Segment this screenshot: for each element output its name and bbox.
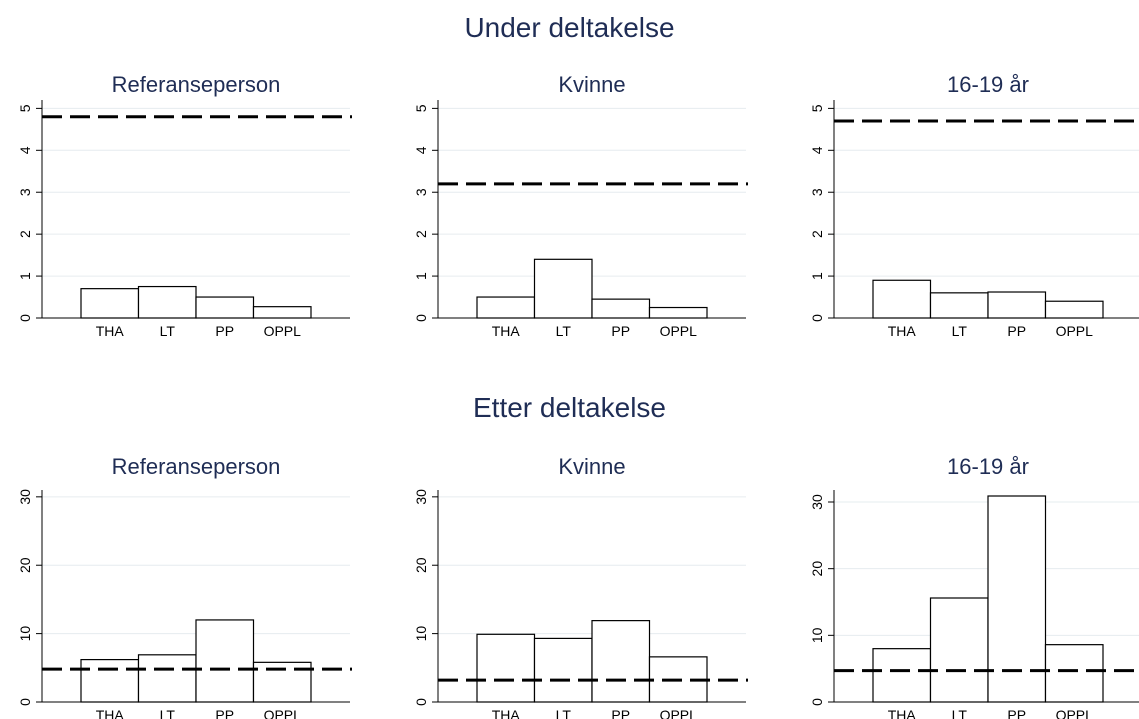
category-label-2-2: PP [1007, 323, 1026, 339]
bar-0-3 [252, 306, 312, 319]
category-label-1-2: PP [611, 323, 630, 339]
y-tick-label-4-0: 0 [413, 698, 429, 706]
bar-2-2 [987, 291, 1047, 319]
y-tick-label-5-1: 10 [809, 627, 825, 643]
y-tick-label-3-0: 0 [17, 698, 33, 706]
category-label-5-0: THA [888, 707, 917, 719]
category-label-0-1: LT [160, 323, 176, 339]
category-label-1-0: THA [492, 323, 521, 339]
bar-5-0 [872, 648, 932, 703]
bar-5-1 [929, 597, 989, 703]
category-label-2-0: THA [888, 323, 917, 339]
panel-title-2: 16-19 år [947, 72, 1029, 97]
y-tick-label-0-3: 3 [17, 188, 33, 196]
category-label-2-3: OPPL [1056, 323, 1094, 339]
y-tick-label-3-3: 30 [17, 489, 33, 505]
y-tick-label-1-0: 0 [413, 314, 429, 322]
bar-1-1 [533, 258, 593, 319]
y-tick-label-1-5: 5 [413, 104, 429, 112]
bar-4-0 [476, 633, 536, 703]
y-tick-label-4-1: 10 [413, 626, 429, 642]
bar-1-2 [591, 298, 651, 319]
category-label-5-2: PP [1007, 707, 1026, 719]
y-tick-label-5-3: 30 [809, 494, 825, 510]
category-label-5-1: LT [952, 707, 968, 719]
panel-title-5: 16-19 år [947, 454, 1029, 479]
category-label-3-3: OPPL [264, 707, 302, 719]
y-tick-label-0-0: 0 [17, 314, 33, 322]
y-tick-label-2-1: 1 [809, 272, 825, 280]
y-tick-label-4-3: 30 [413, 489, 429, 505]
panel-title-1: Kvinne [558, 72, 626, 97]
panel-title-4: Kvinne [558, 454, 626, 479]
y-tick-label-1-1: 1 [413, 272, 429, 280]
y-tick-label-4-2: 20 [413, 557, 429, 573]
y-tick-label-3-1: 10 [17, 626, 33, 642]
y-tick-label-1-3: 3 [413, 188, 429, 196]
y-tick-label-5-2: 20 [809, 561, 825, 577]
category-label-4-2: PP [611, 707, 630, 719]
y-tick-label-0-1: 1 [17, 272, 33, 280]
y-tick-label-2-2: 2 [809, 230, 825, 238]
bar-1-3 [648, 306, 708, 319]
bar-4-1 [533, 637, 593, 703]
bar-5-3 [1044, 644, 1104, 703]
y-tick-label-2-0: 0 [809, 314, 825, 322]
category-label-1-1: LT [556, 323, 572, 339]
category-label-0-2: PP [215, 323, 234, 339]
category-label-3-1: LT [160, 707, 176, 719]
y-tick-label-2-3: 3 [809, 188, 825, 196]
panel-title-0: Referanseperson [111, 72, 281, 97]
bar-0-0 [80, 288, 140, 319]
y-tick-label-0-4: 4 [17, 146, 33, 154]
bar-5-2 [987, 495, 1047, 703]
bar-0-1 [137, 285, 197, 319]
bar-3-0 [80, 658, 140, 703]
category-label-0-3: OPPL [264, 323, 302, 339]
y-tick-label-2-4: 4 [809, 146, 825, 154]
y-tick-label-1-4: 4 [413, 146, 429, 154]
y-tick-label-5-0: 0 [809, 698, 825, 706]
bar-2-3 [1044, 300, 1104, 319]
y-tick-label-3-2: 20 [17, 557, 33, 573]
category-label-4-3: OPPL [660, 707, 698, 719]
bar-2-0 [872, 279, 932, 319]
y-tick-label-0-2: 2 [17, 230, 33, 238]
category-label-4-1: LT [556, 707, 572, 719]
bar-1-0 [476, 296, 536, 319]
category-label-4-0: THA [492, 707, 521, 719]
category-label-2-1: LT [952, 323, 968, 339]
y-tick-label-1-2: 2 [413, 230, 429, 238]
bar-0-2 [195, 296, 255, 319]
y-tick-label-0-5: 5 [17, 104, 33, 112]
category-label-3-0: THA [96, 707, 125, 719]
bar-4-2 [591, 620, 651, 703]
row-title-during: Under deltakelse [464, 12, 675, 43]
bar-3-1 [137, 654, 197, 703]
y-tick-label-2-5: 5 [809, 104, 825, 112]
row-title-after: Etter deltakelse [473, 392, 666, 423]
category-label-3-2: PP [215, 707, 234, 719]
bar-2-1 [929, 292, 989, 319]
panel-title-3: Referanseperson [111, 454, 281, 479]
category-label-1-3: OPPL [660, 323, 698, 339]
category-label-5-3: OPPL [1056, 707, 1094, 719]
category-label-0-0: THA [96, 323, 125, 339]
bar-3-2 [195, 619, 255, 703]
